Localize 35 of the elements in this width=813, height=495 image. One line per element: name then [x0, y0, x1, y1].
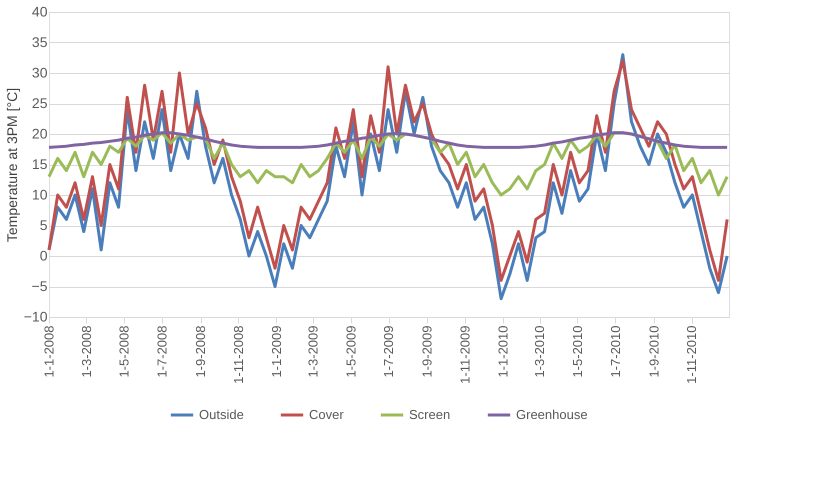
- x-tick-label: 1-9-2010: [646, 326, 662, 378]
- x-tick-label: 1-5-2008: [116, 326, 132, 378]
- x-tick-label: 1-7-2008: [154, 326, 170, 378]
- y-tick-label: 15: [32, 156, 48, 172]
- legend-label: Screen: [409, 407, 450, 422]
- x-tick-label: 1-1-2008: [42, 326, 56, 378]
- y-tick-label: −5: [32, 278, 48, 294]
- y-axis-title: Temperature at 3PM [°C]: [4, 88, 20, 242]
- x-tick-label: 1-3-2009: [305, 326, 320, 378]
- legend-label: Greenhouse: [516, 407, 588, 422]
- x-tick-label: 1-11-2010: [684, 326, 700, 384]
- x-tick-label: 1-5-2010: [570, 326, 585, 378]
- x-tick-label: 1-5-2009: [343, 326, 358, 378]
- x-tick-label: 1-9-2009: [420, 326, 435, 378]
- y-tick-label: 40: [32, 4, 48, 20]
- y-tick-label: 5: [40, 217, 48, 233]
- x-tick-label: 1-3-2010: [532, 326, 548, 378]
- legend-label: Cover: [309, 407, 344, 422]
- x-tick-label: 1-7-2010: [608, 326, 623, 378]
- x-tick-label: 1-7-2009: [381, 326, 396, 378]
- y-tick-label: 25: [32, 95, 48, 111]
- x-tick-label: 1-3-2008: [78, 326, 94, 378]
- x-tick-label: 1-1-2009: [268, 326, 284, 378]
- x-tick-label: 1-11-2008: [230, 326, 246, 384]
- x-tick-label: 1-9-2008: [193, 326, 208, 378]
- legend-label: Outside: [199, 407, 244, 422]
- y-tick-label: 20: [32, 126, 48, 142]
- x-tick-label: 1-11-2009: [458, 326, 473, 384]
- y-tick-label: −10: [24, 308, 48, 324]
- y-tick-label: 30: [32, 64, 48, 80]
- x-tick-label: 1-1-2010: [495, 326, 510, 378]
- y-tick-label: 35: [32, 34, 48, 50]
- line-series: [48, 131, 729, 149]
- y-tick-label: 0: [40, 248, 48, 264]
- y-tick-label: 10: [32, 186, 48, 202]
